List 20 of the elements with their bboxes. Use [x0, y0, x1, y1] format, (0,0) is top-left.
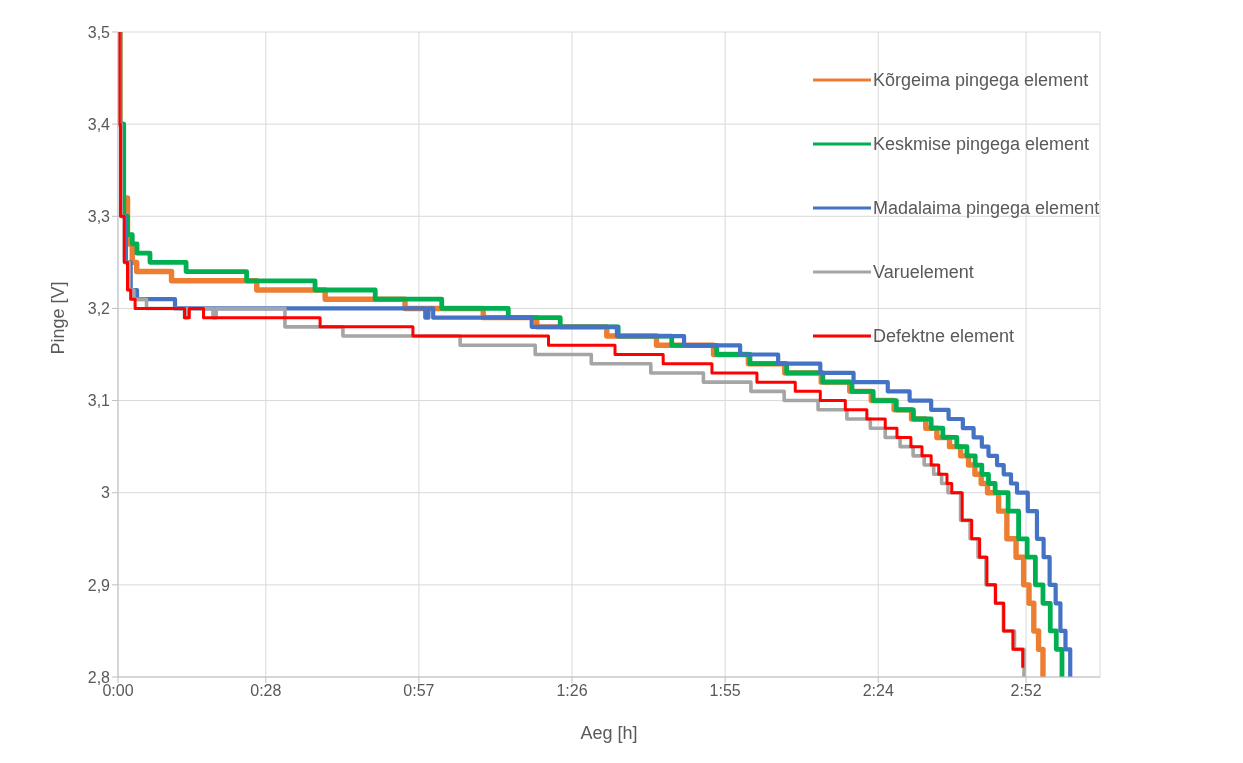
legend-label: Defektne element: [873, 325, 1015, 347]
x-tick-label: 2:52: [1010, 682, 1042, 700]
y-tick-label: 3,3: [87, 207, 111, 225]
y-tick-label: 3,2: [87, 300, 111, 318]
legend-label: Madalaima pingega element: [873, 197, 1100, 219]
y-tick-label: 3,4: [87, 115, 111, 133]
y-tick-label: 3,5: [87, 23, 111, 41]
y-axis-title: Pinge [V]: [48, 281, 69, 355]
x-axis-title: Aeg [h]: [580, 723, 638, 743]
legend-label: Kõrgeima pingega element: [873, 69, 1089, 91]
x-tick-label: 2:24: [862, 682, 894, 700]
x-tick-label: 1:26: [556, 682, 588, 700]
y-tick-label: 3,1: [87, 392, 111, 410]
legend-label: Varuelement: [873, 261, 974, 283]
x-tick-label: 1:55: [709, 682, 741, 700]
y-tick-label: 2,9: [87, 576, 111, 594]
legend-label: Keskmise pingega element: [873, 133, 1090, 155]
y-tick-label: 3: [101, 484, 111, 502]
x-tick-label: 0:28: [250, 682, 282, 700]
x-tick-label: 0:57: [403, 682, 435, 700]
